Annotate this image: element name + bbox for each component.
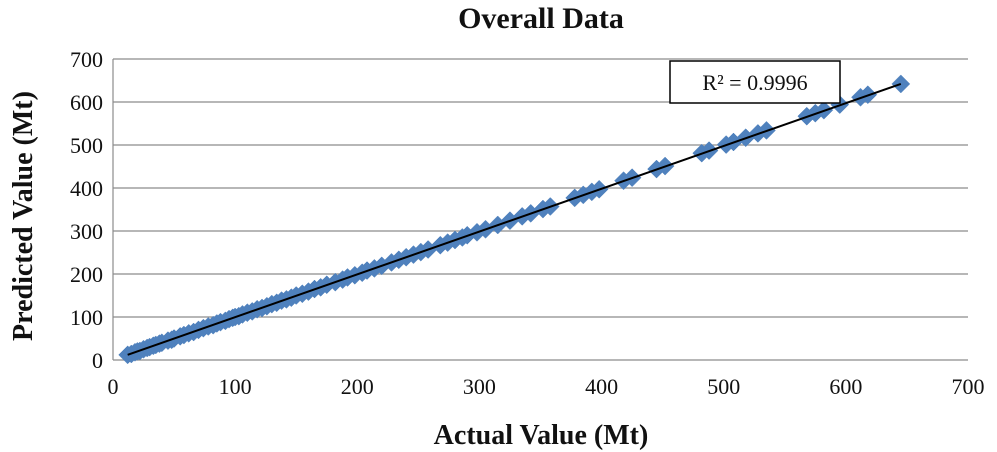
- r-squared-box-frame: [669, 60, 841, 104]
- y-tick-label: 500: [70, 133, 103, 158]
- y-tick-label: 300: [70, 219, 103, 244]
- x-axis-label: Actual Value (Mt): [434, 420, 649, 451]
- x-tick-label: 0: [108, 374, 119, 399]
- x-tick-label: 200: [341, 374, 374, 399]
- y-tick-label: 0: [92, 348, 103, 373]
- x-tick-labels: 0 100 200 300 400 500 600 700: [108, 374, 985, 399]
- r-squared-box: R² = 0.9996: [669, 60, 841, 104]
- gridlines: [113, 58, 968, 318]
- r-squared-label: R² = 0.9996: [702, 70, 807, 95]
- y-axis-label: Predicted Value (Mt): [8, 91, 39, 341]
- x-tick-label: 400: [585, 374, 618, 399]
- y-tick-label: 400: [70, 176, 103, 201]
- y-tick-labels: 0 100 200 300 400 500 600 700: [70, 47, 103, 373]
- x-tick-label: 100: [219, 374, 252, 399]
- chart-title: Overall Data: [458, 2, 624, 35]
- plot-frame: [112, 59, 968, 361]
- y-tick-label: 200: [70, 262, 103, 287]
- x-tick-label: 600: [829, 374, 862, 399]
- y-tick-label: 700: [70, 47, 103, 72]
- y-tick-label: 100: [70, 305, 103, 330]
- x-tick-label: 500: [707, 374, 740, 399]
- trendline: [127, 82, 902, 356]
- trendline-line: [127, 82, 902, 356]
- x-tick-label: 700: [952, 374, 985, 399]
- y-tick-label: 600: [70, 90, 103, 115]
- x-tick-label: 300: [463, 374, 496, 399]
